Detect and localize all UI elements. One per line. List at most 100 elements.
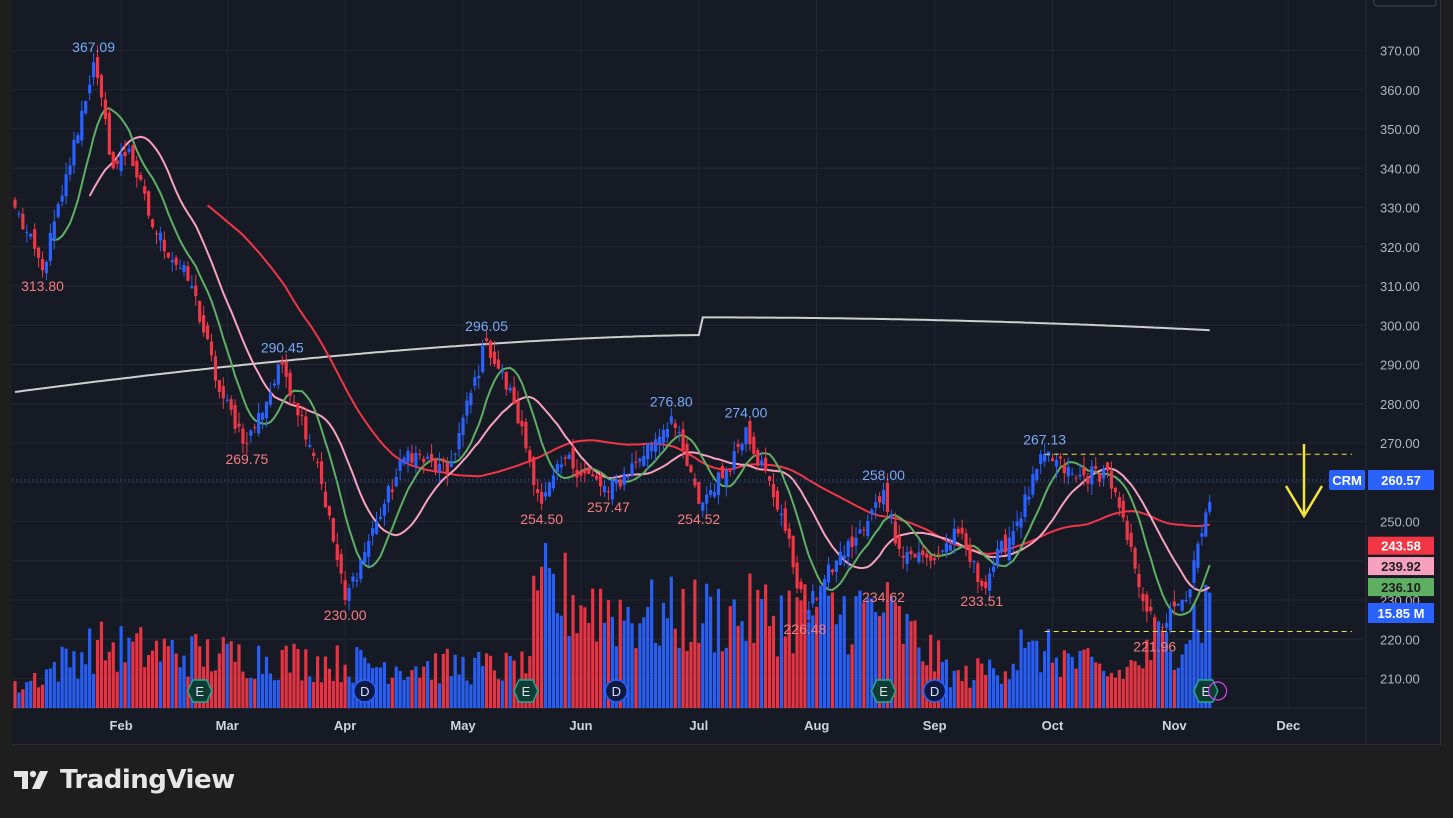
- volume-bar: [319, 682, 324, 708]
- candle-body: [752, 436, 756, 454]
- price-axis-tick: 350.00: [1380, 122, 1420, 137]
- candle-body: [1113, 487, 1117, 493]
- candle-body: [1011, 531, 1015, 545]
- candle-body: [999, 540, 1004, 553]
- earnings-marker-shape: [870, 679, 897, 703]
- tradingview-logo[interactable]: TradingView: [14, 763, 235, 797]
- volume-bar: [540, 566, 544, 708]
- candle-body: [807, 609, 811, 620]
- alert-circle-icon[interactable]: [1207, 681, 1228, 701]
- low-label: 234.62: [862, 589, 905, 605]
- candle-body: [1176, 603, 1180, 606]
- candle-body: [1184, 600, 1188, 602]
- volume-bar: [602, 622, 607, 708]
- chart-panel[interactable]: 367.09 313.80 290.45 269.75 230.00 296.05 254.…: [12, 0, 1441, 745]
- earnings-marker[interactable]: E: [870, 679, 897, 703]
- volume-bar: [622, 620, 626, 708]
- volume-bar: [500, 680, 504, 708]
- volume-bar: [410, 670, 414, 708]
- candle-body: [936, 553, 941, 555]
- candle-body: [225, 399, 229, 401]
- volume-bar: [68, 667, 72, 708]
- volume-bar: [422, 666, 426, 708]
- volume-bar: [1023, 647, 1027, 708]
- volume-tag-box: [1368, 603, 1434, 623]
- candle-body: [878, 496, 882, 503]
- candle-body: [610, 479, 614, 500]
- candle-body: [394, 476, 398, 487]
- volume-bar: [205, 639, 210, 708]
- last-price-tag-box: [1368, 470, 1434, 491]
- volume-bar: [343, 664, 347, 708]
- candlesticks: [13, 45, 1212, 643]
- volume-bar: [296, 648, 300, 708]
- candle-body: [909, 550, 913, 555]
- volume-bar: [870, 598, 874, 708]
- volume-bar: [626, 606, 630, 708]
- candle-body: [815, 598, 819, 600]
- volume-bar: [587, 623, 591, 708]
- candle-body: [190, 286, 194, 288]
- volume-bar: [1180, 654, 1184, 708]
- candle-body: [740, 443, 744, 451]
- volume-bar: [929, 634, 933, 708]
- candle-body: [536, 489, 540, 494]
- volume-bar: [1113, 677, 1117, 708]
- time-axis-tick: Oct: [1042, 718, 1064, 733]
- volume-bar: [1109, 672, 1114, 708]
- candle-body: [1141, 593, 1145, 602]
- price-chart[interactable]: 367.09 313.80 290.45 269.75 230.00 296.05 254.…: [12, 0, 1440, 744]
- volume-bar: [426, 661, 430, 708]
- high-label: 290.45: [261, 340, 304, 356]
- candle-body: [822, 579, 827, 594]
- candle-body: [677, 432, 681, 434]
- volume-bar: [1105, 676, 1110, 708]
- time-axis-tick: May: [450, 718, 476, 733]
- candle-body: [107, 112, 111, 155]
- volume-bar: [29, 680, 33, 708]
- volume-bar: [1007, 679, 1011, 708]
- volume-bar: [245, 678, 249, 708]
- candle-body: [583, 469, 587, 474]
- earnings-marker[interactable]: E: [186, 679, 213, 703]
- dividend-marker[interactable]: D: [922, 679, 947, 703]
- volume-bar: [901, 643, 905, 708]
- volume-tag-text: 15.85 M: [1378, 606, 1425, 621]
- volume-bar: [276, 679, 280, 708]
- axis-menu-box[interactable]: [1373, 0, 1437, 7]
- volume-bar: [194, 634, 198, 708]
- volume-bar: [740, 621, 744, 708]
- dividend-marker[interactable]: D: [604, 679, 629, 703]
- volume-bar: [995, 675, 1000, 708]
- volume-bar: [40, 684, 45, 708]
- candle-body: [1153, 617, 1157, 632]
- earnings-marker[interactable]: E: [1192, 679, 1219, 703]
- candle-body: [308, 445, 312, 447]
- candle-body: [316, 462, 320, 464]
- volume-bar: [956, 670, 960, 708]
- event-marker-letter: E: [1201, 684, 1210, 699]
- volume-bar: [1176, 667, 1180, 708]
- volume-bar: [1062, 650, 1066, 708]
- price-axis-tick: 300.00: [1380, 318, 1420, 333]
- volume-bar: [115, 671, 119, 708]
- dividend-marker[interactable]: D: [353, 679, 377, 703]
- ma-value-tag-box: [1368, 557, 1434, 576]
- candle-body: [359, 559, 363, 580]
- volume-bar: [449, 676, 453, 708]
- candle-body: [795, 562, 799, 589]
- volume-bar: [677, 647, 681, 708]
- volume-bar: [799, 600, 803, 708]
- volume-bar: [1094, 662, 1098, 708]
- price-axis-tick: 210.00: [1380, 672, 1420, 687]
- candle-body: [147, 191, 151, 216]
- volume-bar: [386, 683, 390, 708]
- candle-body: [933, 558, 937, 560]
- earnings-marker[interactable]: E: [513, 679, 539, 703]
- candle-body: [960, 527, 964, 534]
- candle-body: [477, 375, 481, 379]
- candle-body: [787, 528, 791, 539]
- volume-bar: [441, 653, 445, 708]
- volume-bar: [1043, 651, 1047, 708]
- symbol-tag[interactable]: CRM: [1329, 470, 1365, 491]
